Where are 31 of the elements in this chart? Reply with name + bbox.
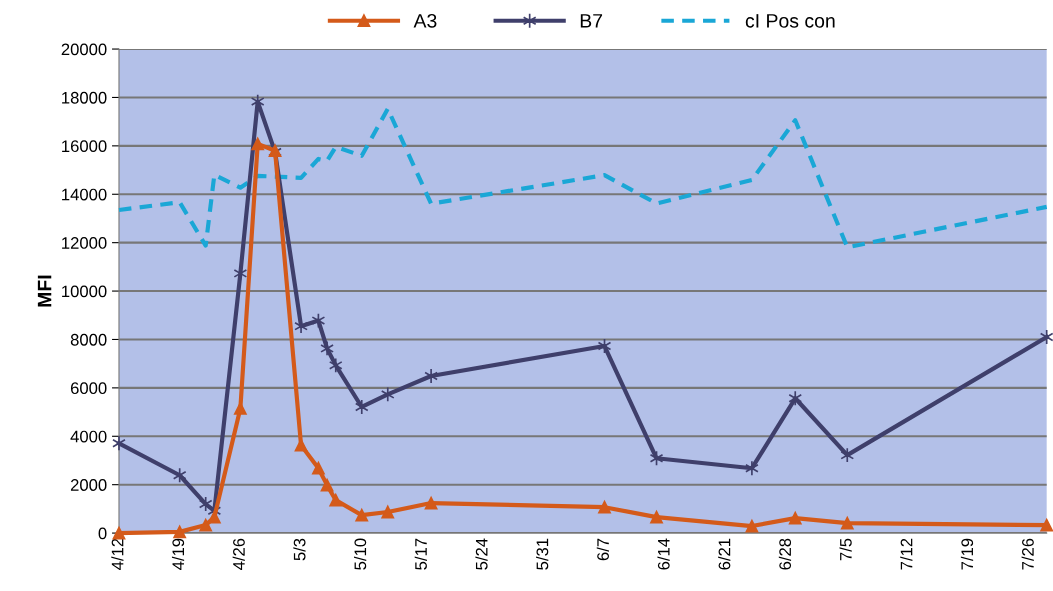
y-tick-label: 12000 [62,237,107,249]
x-tick-label: 5/3 [293,538,306,561]
x-tick-label: 6/21 [718,538,731,570]
x-tick-label: 6/7 [596,538,609,561]
y-tick-label: 16000 [62,140,107,153]
y-tick-label: 10000 [62,285,107,298]
x-tick-label: 4/12 [111,538,124,570]
legend-label: B7 [580,14,603,28]
y-tick-label: 2000 [70,479,107,491]
legend-label: A3 [413,13,437,28]
y-tick-label: 6000 [70,382,107,395]
x-tick-label: 7/12 [900,538,913,570]
x-tick-label: 4/26 [232,538,245,570]
x-tick-label: 7/5 [839,538,852,561]
x-tick-label: 4/19 [171,538,185,570]
y-tick-label: 20000 [61,43,107,56]
x-tick-label: 5/31 [536,538,549,570]
x-tick-label: 5/10 [353,538,367,570]
y-tick-label: 18000 [62,91,107,104]
x-tick-label: 6/28 [778,538,792,570]
x-tick-label: 7/26 [1021,538,1034,570]
y-tick-label: 0 [98,527,107,540]
x-tick-label: 5/17 [414,538,427,570]
y-tick-label: 8000 [70,333,107,346]
y-tick-label: 4000 [70,430,107,443]
y-tick-label: 14000 [62,188,107,201]
y-axis-title: MFI [37,275,52,307]
x-tick-label: 5/24 [475,538,488,570]
x-tick-label: 7/19 [960,538,974,570]
x-tick-label: 6/14 [657,538,670,570]
legend-label: cI Pos con [745,14,835,28]
